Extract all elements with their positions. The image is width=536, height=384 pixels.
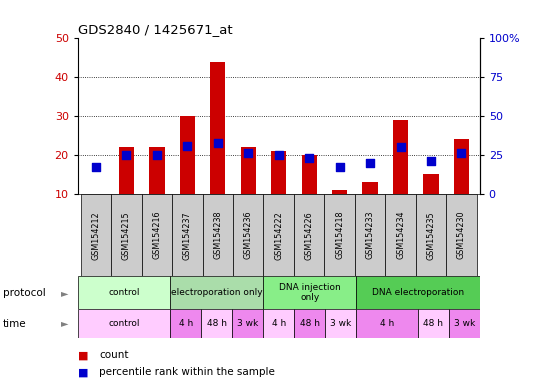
Text: protocol: protocol	[3, 288, 46, 298]
Text: GDS2840 / 1425671_at: GDS2840 / 1425671_at	[78, 23, 232, 36]
Bar	[355, 194, 385, 276]
Text: GSM154218: GSM154218	[335, 211, 344, 260]
Text: 3 wk: 3 wk	[237, 319, 258, 328]
Bar	[210, 62, 226, 194]
Bar	[170, 276, 263, 309]
Bar	[385, 194, 416, 276]
Text: GSM154230: GSM154230	[457, 211, 466, 260]
Point	[122, 152, 131, 158]
Bar	[356, 276, 480, 309]
Bar	[232, 309, 263, 338]
Point	[427, 158, 435, 164]
Point	[366, 160, 374, 166]
Text: 48 h: 48 h	[207, 319, 227, 328]
Text: ■: ■	[78, 367, 88, 377]
Bar	[294, 309, 325, 338]
Point	[396, 144, 405, 150]
Bar	[241, 147, 256, 194]
Point	[244, 151, 252, 157]
Point	[336, 164, 344, 170]
Text: 3 wk: 3 wk	[453, 319, 475, 328]
Text: count: count	[99, 350, 129, 360]
Bar	[271, 151, 286, 194]
Point	[183, 142, 192, 149]
Text: 3 wk: 3 wk	[330, 319, 351, 328]
Text: GSM154222: GSM154222	[274, 211, 283, 260]
Point	[305, 155, 314, 161]
Bar	[418, 309, 449, 338]
Bar	[263, 309, 294, 338]
Text: 48 h: 48 h	[423, 319, 443, 328]
Text: GSM154212: GSM154212	[92, 211, 100, 260]
Bar	[202, 309, 232, 338]
Bar	[362, 182, 378, 194]
Text: GSM154237: GSM154237	[183, 211, 192, 260]
Bar	[78, 276, 170, 309]
Bar	[233, 194, 264, 276]
Text: ►: ►	[61, 318, 68, 329]
Bar	[170, 309, 202, 338]
Text: 4 h: 4 h	[380, 319, 394, 328]
Text: ■: ■	[78, 350, 88, 360]
Text: GSM154235: GSM154235	[427, 211, 435, 260]
Point	[274, 152, 283, 158]
Bar	[454, 139, 469, 194]
Bar	[81, 194, 111, 276]
Bar	[416, 194, 446, 276]
Bar	[142, 194, 172, 276]
Bar	[111, 194, 142, 276]
Bar	[172, 194, 203, 276]
Text: GSM154216: GSM154216	[152, 211, 161, 260]
Bar	[393, 120, 408, 194]
Bar	[423, 174, 438, 194]
Text: GSM154215: GSM154215	[122, 211, 131, 260]
Text: electroporation only: electroporation only	[171, 288, 263, 297]
Text: 4 h: 4 h	[179, 319, 193, 328]
Point	[213, 139, 222, 146]
Text: GSM154234: GSM154234	[396, 211, 405, 260]
Bar	[324, 194, 355, 276]
Bar	[294, 194, 324, 276]
Text: GSM154236: GSM154236	[244, 211, 253, 260]
Text: GSM154238: GSM154238	[213, 211, 222, 260]
Bar	[203, 194, 233, 276]
Bar	[446, 194, 477, 276]
Text: ►: ►	[61, 288, 68, 298]
Text: percentile rank within the sample: percentile rank within the sample	[99, 367, 275, 377]
Text: 4 h: 4 h	[272, 319, 286, 328]
Bar	[325, 309, 356, 338]
Bar	[119, 147, 134, 194]
Text: GSM154226: GSM154226	[304, 211, 314, 260]
Text: GSM154233: GSM154233	[366, 211, 375, 260]
Text: time: time	[3, 318, 26, 329]
Text: DNA electroporation: DNA electroporation	[372, 288, 464, 297]
Bar	[264, 194, 294, 276]
Point	[92, 164, 100, 170]
Bar	[263, 276, 356, 309]
Point	[153, 152, 161, 158]
Bar	[150, 147, 165, 194]
Bar	[332, 190, 347, 194]
Point	[457, 151, 466, 157]
Bar	[78, 309, 170, 338]
Text: DNA injection
only: DNA injection only	[279, 283, 340, 303]
Text: control: control	[108, 319, 140, 328]
Bar	[302, 155, 317, 194]
Text: control: control	[108, 288, 140, 297]
Text: 48 h: 48 h	[300, 319, 319, 328]
Bar	[449, 309, 480, 338]
Bar	[180, 116, 195, 194]
Bar	[356, 309, 418, 338]
